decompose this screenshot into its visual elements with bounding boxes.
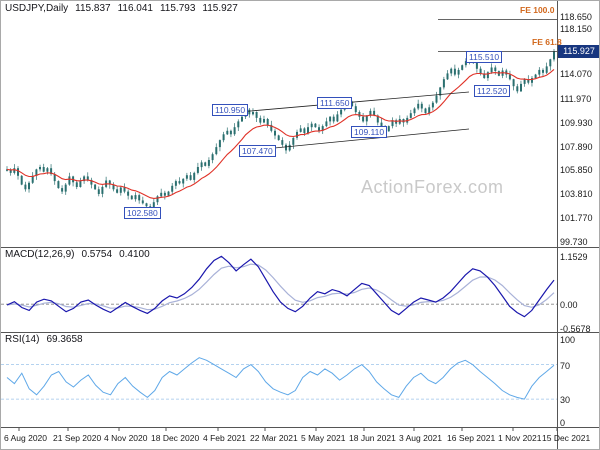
ohlc-high: 116.041	[117, 3, 153, 14]
rsi-header: RSI(14) 69.3658	[5, 334, 90, 345]
macd-label: MACD(12,26,9)	[5, 249, 75, 260]
ohlc-low: 115.793	[159, 3, 196, 14]
symbol-title: USDJPY,Daily	[5, 3, 69, 14]
macd-value: 0.5754	[81, 249, 113, 260]
ohlc-open: 115.837	[75, 3, 111, 14]
rsi-value: 69.3658	[46, 334, 83, 345]
macd-signal-value: 0.4100	[119, 249, 150, 260]
main-chart-header: USDJPY,Daily 115.837 116.041 115.793 115.927	[5, 3, 245, 14]
macd-header: MACD(12,26,9) 0.5754 0.4100	[5, 249, 157, 260]
current-price-label: 115.927	[558, 44, 599, 58]
ohlc-close: 115.927	[202, 3, 238, 14]
watermark: ActionForex.com	[361, 177, 504, 197]
rsi-label: RSI(14)	[5, 334, 40, 345]
